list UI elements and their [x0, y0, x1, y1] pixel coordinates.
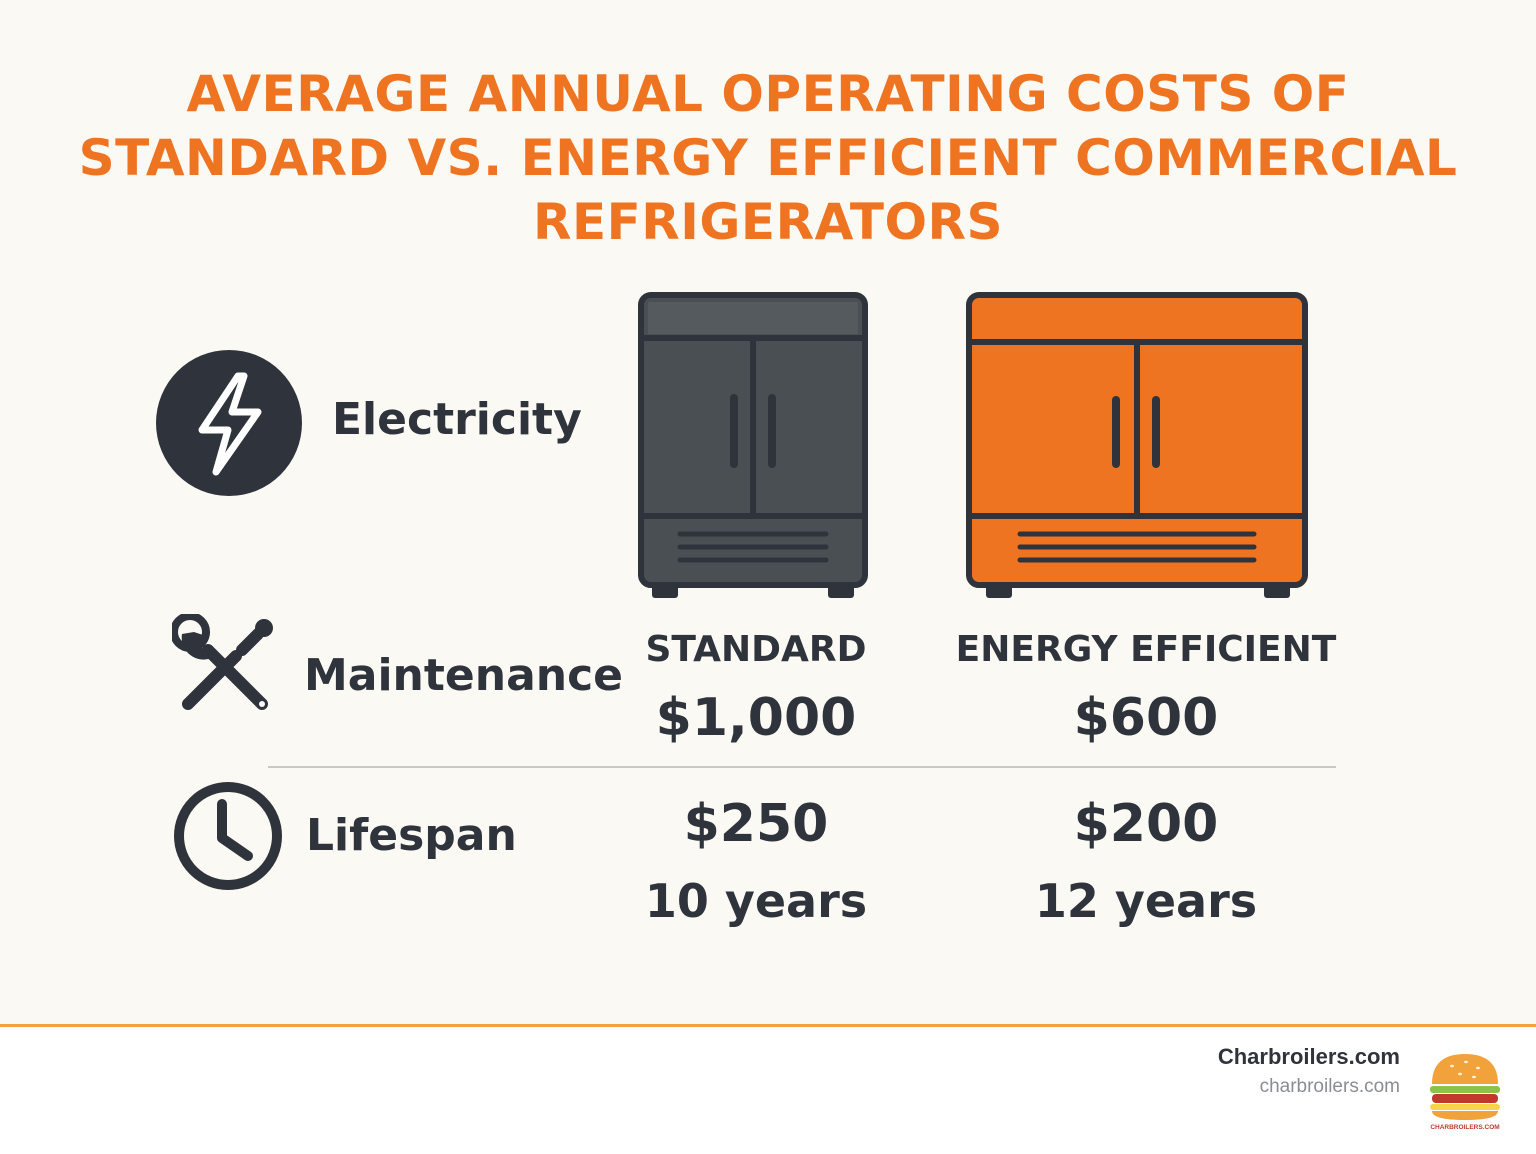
title-line-2: STANDARD VS. ENERGY EFFICIENT COMMERCIAL — [78, 129, 1458, 187]
row-label-lifespan: Lifespan — [306, 810, 517, 861]
column-heading-standard: STANDARD — [645, 629, 867, 670]
row-label-electricity: Electricity — [332, 394, 582, 445]
row-divider — [268, 766, 1336, 768]
standard-lifespan: 10 years — [644, 874, 868, 928]
efficient-maintenance-cost: $200 — [1073, 794, 1219, 854]
energy-efficient-refrigerator-icon — [966, 292, 1308, 598]
column-heading-efficient: ENERGY EFFICIENT — [955, 629, 1337, 670]
logo-text: CHARBROILERS.COM — [1430, 1124, 1499, 1131]
efficient-electricity-cost: $600 — [1073, 688, 1219, 748]
standard-maintenance-cost: $250 — [683, 794, 829, 854]
wrench-screwdriver-icon — [172, 614, 273, 710]
clock-icon — [174, 782, 282, 890]
infographic: AVERAGE ANNUAL OPERATING COSTS OF STANDA… — [0, 62, 1536, 928]
brand-url: charbroilers.com — [1259, 1076, 1400, 1097]
lightning-bolt-icon — [156, 350, 302, 496]
row-label-maintenance: Maintenance — [304, 650, 624, 701]
standard-refrigerator-icon — [638, 292, 868, 598]
standard-electricity-cost: $1,000 — [655, 688, 857, 748]
brand-name: Charbroilers.com — [1217, 1044, 1400, 1069]
footer — [0, 1024, 1536, 1154]
efficient-lifespan: 12 years — [1034, 874, 1258, 928]
brand-block: Charbroilers.com charbroilers.com — [1218, 1042, 1400, 1102]
charbroilers-logo: CHARBROILERS.COM — [1430, 1054, 1500, 1131]
page-title: AVERAGE ANNUAL OPERATING COSTS OF STANDA… — [0, 62, 1536, 254]
title-line-3: REFRIGERATORS — [532, 193, 1004, 251]
title-line-1: AVERAGE ANNUAL OPERATING COSTS OF — [186, 65, 1350, 123]
